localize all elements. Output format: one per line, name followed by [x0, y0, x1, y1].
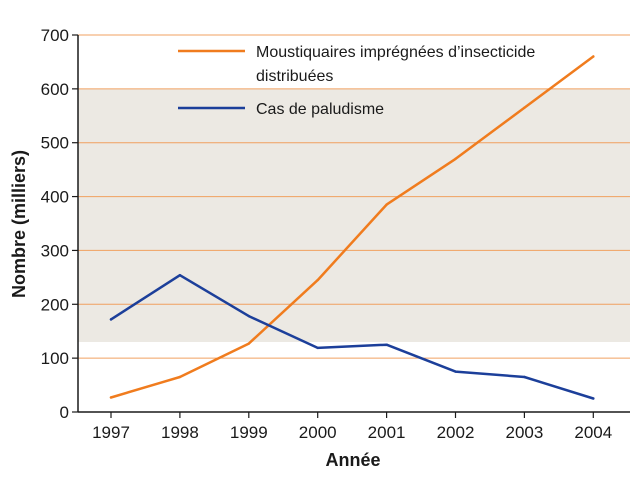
data-point [385, 343, 388, 346]
gridlines [78, 34, 630, 359]
data-point [109, 396, 113, 399]
data-point [385, 203, 388, 206]
y-axis-label: Nombre (milliers) [9, 150, 29, 298]
y-tick-label: 300 [41, 241, 69, 260]
x-tick-label: 1997 [92, 423, 130, 442]
y-tick-labels: 0 100 200 300 400 500 600 700 [41, 26, 69, 422]
data-point [592, 397, 595, 400]
shaded-band [78, 88, 630, 342]
x-tick-label: 2001 [368, 423, 406, 442]
x-tick-label: 2002 [437, 423, 475, 442]
legend-item-0: Moustiquaires imprégnées d’insecticide di… [178, 44, 535, 85]
x-tick-label: 1998 [161, 423, 199, 442]
legend-item-1: Cas de paludisme [178, 101, 384, 118]
legend: Moustiquaires imprégnées d’insecticide di… [178, 44, 535, 118]
series-lines [109, 55, 595, 400]
y-tick-label: 200 [41, 295, 69, 314]
y-tick-label: 700 [41, 26, 69, 45]
data-point [592, 55, 595, 58]
legend-label: Cas de paludisme [256, 101, 384, 118]
axes [72, 34, 630, 418]
shaded-region [78, 88, 630, 342]
x-axis-label: Année [325, 450, 380, 470]
legend-label: Moustiquaires imprégnées d’insecticide [256, 44, 535, 61]
data-point [454, 370, 457, 373]
y-tick-label: 100 [41, 349, 69, 368]
x-tick-label: 2000 [299, 423, 337, 442]
series-1 [109, 273, 595, 400]
y-tick-label: 400 [41, 188, 69, 207]
legend-label: distribuées [256, 68, 333, 85]
x-tick-label: 2004 [574, 423, 612, 442]
data-point [454, 157, 457, 161]
data-point [247, 314, 250, 318]
x-tick-labels: 1997 1998 1999 2000 2001 2002 2003 2004 [92, 423, 612, 442]
series-line [109, 273, 595, 400]
y-tick-label: 500 [41, 134, 69, 153]
data-point [247, 342, 250, 345]
y-tick-label: 0 [60, 403, 69, 422]
data-point [523, 375, 526, 379]
data-point [316, 278, 319, 282]
x-tick-label: 1999 [230, 423, 268, 442]
x-tick-label: 2003 [505, 423, 543, 442]
series-0 [109, 55, 595, 399]
data-point [523, 106, 526, 109]
data-point [316, 346, 319, 350]
data-point [178, 375, 182, 379]
data-point [178, 274, 182, 277]
y-tick-label: 600 [41, 80, 69, 99]
data-point [109, 318, 113, 321]
series-line [109, 55, 595, 399]
